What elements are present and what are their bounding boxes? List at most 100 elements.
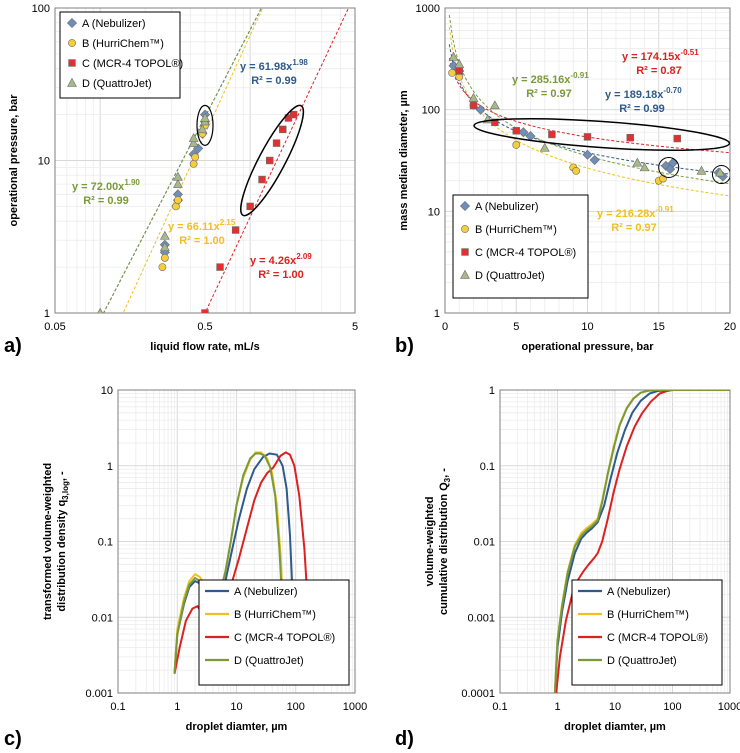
y-axis-label-line1: volume-weighted [424,497,436,587]
legend: A (Nebulizer) B (HurriChem™) C (MCR-4 TOPO… [59,11,183,99]
fit-equation-exponent: 2.09 [296,252,312,261]
legend-label-a: A (Nebulizer) [234,586,298,598]
x-axis-label: droplet diamter, µm [186,721,288,733]
chart-panel-d: 0.1 1 10 100 1000 0.0001 0.001 0.01 0.1 1 droplet … [395,385,740,750]
data-point-d [159,230,170,240]
fit-equation-base: y = 66.11x [168,221,221,233]
panel-label: b) [395,335,414,357]
data-point-d [159,241,170,251]
legend-label-c: C (MCR-4 TOPOL®) [607,632,708,644]
data-point-c [289,110,298,119]
highlight-ellipse [240,104,305,217]
data-point-b [448,68,457,77]
series-c [455,67,681,143]
plot-frame [117,389,356,694]
data-point-c [201,309,209,313]
panel-label: a) [4,335,22,357]
fit-equation-exponent: 2.15 [220,218,236,227]
y-axis-label: mass median diameter, µm [398,90,410,230]
legend-label-a: A (Nebulizer) [607,586,671,598]
data-point-c [266,156,274,165]
chart-panel-a: 0.05 0.5 5 1 10 100 liquid flow rate, mL/s oper… [4,3,358,357]
x-tick-label: 0.5 [197,321,212,333]
legend-label-a: A (Nebulizer) [82,18,146,30]
y-tick-label: 10 [428,206,440,218]
fit-equation-base: y = 72.00x [72,181,125,193]
data-point-a [475,104,486,115]
data-point-d [188,137,199,147]
data-point-c [583,133,592,141]
series-line-d [553,390,730,693]
data-point-d [197,124,208,134]
x-tick-label: 10 [609,701,621,713]
series-line-c [173,451,310,674]
data-point-c [469,101,478,110]
legend-box [452,194,589,299]
y-tick-label: 0.1 [480,461,495,473]
fit-equation-exponent: -0.91 [570,71,589,80]
y-axis-label: operational pressure, bar [8,94,20,227]
plot-content [97,8,350,313]
plot-content [448,14,730,197]
fit-line-b [448,27,730,197]
x-tick-label: 100 [287,701,305,713]
legend-label-d: D (QuattroJet) [82,78,152,90]
x-tick-label: 20 [724,321,736,333]
fit-r2-c: R² = 1.00 [258,269,304,281]
highlight-circle [711,165,730,185]
data-point-b [174,196,182,204]
legend-marker-b [461,225,469,233]
fit-equation-a: y = 61.98x1.98 [240,58,308,73]
series-line-d [173,452,286,674]
panel-label: c) [4,728,22,750]
y-tick-label: 1 [107,461,113,473]
data-point-b [191,153,200,162]
y-tick-label: 100 [32,3,50,15]
data-point-d [173,171,183,181]
fit-r2-d: R² = 0.97 [526,88,572,100]
legend-label-a: A (Nebulizer) [475,201,539,213]
data-point-d [639,162,650,172]
legend-label-d: D (QuattroJet) [234,655,304,667]
series-d [97,112,210,313]
legend: A (Nebulizer) B (HurriChem™) C (MCR-4 TOPO… [198,579,350,686]
legend-marker-d [460,269,470,279]
x-axis-label: liquid flow rate, mL/s [150,341,259,353]
highlight-ellipse [196,104,214,146]
fit-equation-base: y = 4.26x [250,255,297,267]
fit-equation-exponent: -0.91 [655,205,674,214]
y-axis-label-line2: cumulative distribution Q [438,482,450,615]
chart-panel-b: 0 5 10 15 20 1 10 100 1000 operational pressure, … [395,3,736,357]
x-tick-label: 100 [663,701,681,713]
data-point-d [188,132,199,142]
y-tick-label: 100 [422,105,440,117]
legend-marker-c [68,59,76,67]
legend-label-c: C (MCR-4 TOPOL®) [82,58,183,70]
fit-equation-c: y = 174.15x-0.51 [622,48,699,63]
legend-label-d: D (QuattroJet) [475,270,545,282]
series-c [201,110,298,313]
x-tick-label: 0.05 [44,321,65,333]
x-tick-label: 0.1 [110,701,125,713]
y-axis-label: transformed volume-weighted distribution … [42,463,70,620]
data-point-b [189,159,198,168]
x-axis-label: droplet diamter, µm [564,721,666,733]
panel-label: d) [395,728,414,750]
y-axis-label-subscript: 3,log [61,481,70,500]
y-axis-label-subscript: 3 [443,477,452,482]
x-tick-label: 15 [653,321,665,333]
data-point-c [279,125,287,134]
fit-equation-d: y = 72.00x1.90 [72,178,140,193]
chart-panel-c: 0.1 1 10 100 1000 0.001 0.01 0.1 1 10 droplet diam… [4,385,367,750]
x-tick-label: 10 [230,701,242,713]
legend-label-c: C (MCR-4 TOPOL®) [475,247,576,259]
data-point-d [200,112,210,122]
highlight-circle [658,156,680,178]
data-point-c [231,226,240,234]
data-point-c [258,175,266,184]
x-tick-label: 1000 [343,701,367,713]
fit-equation-c: y = 4.26x2.09 [250,252,312,267]
data-point-d [715,167,725,177]
fit-equation-exponent: 1.98 [292,58,308,67]
